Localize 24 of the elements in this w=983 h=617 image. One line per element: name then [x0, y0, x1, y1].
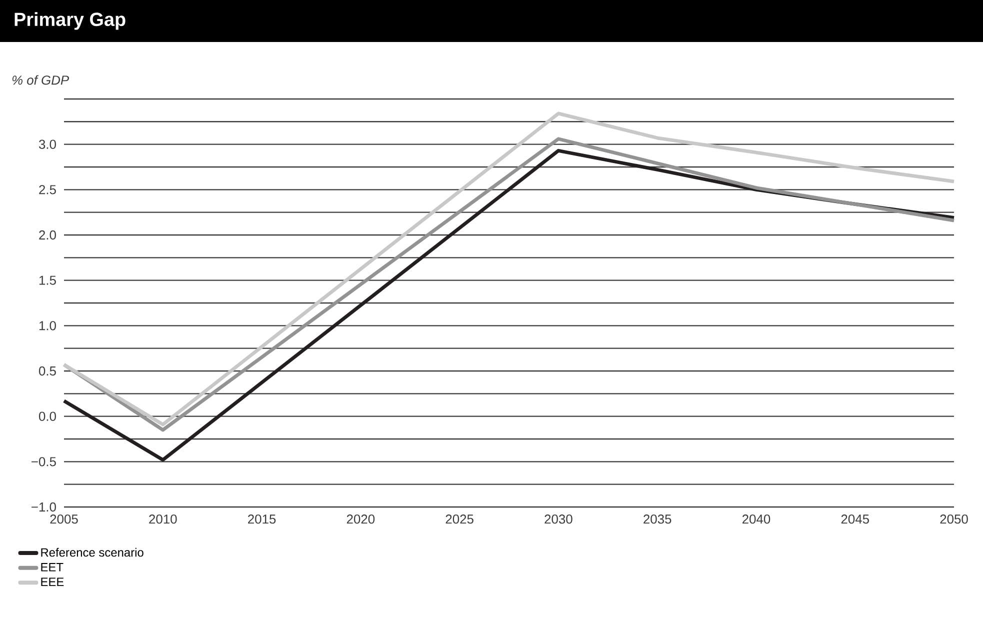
y-tick-label: 2.5: [39, 185, 56, 194]
x-tick-label: 2040: [742, 514, 770, 524]
x-tick-label: 2015: [248, 514, 276, 524]
x-tick-label: 2010: [149, 514, 177, 524]
y-tick-label: −1.0: [32, 502, 56, 512]
legend-label: Reference scenario: [41, 548, 144, 557]
legend-label: EET: [41, 563, 64, 572]
x-tick-label: 2020: [346, 514, 375, 524]
x-tick-label: 2025: [446, 514, 474, 524]
y-tick-label: 1.5: [39, 276, 56, 285]
y-tick-label: 0.5: [38, 366, 56, 376]
y-tick-label: 2.0: [39, 230, 56, 240]
y-tick-label: 0.0: [38, 412, 56, 421]
legend-label: EEE: [41, 578, 64, 586]
y-tick-label: 1.0: [39, 321, 56, 330]
x-tick-label: 2050: [940, 514, 968, 524]
y-tick-label: −0.5: [32, 457, 56, 466]
x-tick-label: 2030: [544, 514, 572, 524]
x-tick-label: 2045: [841, 514, 869, 524]
chart-title: Primary Gap: [14, 12, 126, 30]
x-tick-label: 2005: [50, 514, 78, 524]
y-tick-label: 3.0: [38, 140, 56, 149]
y-axis-title: % of GDP: [12, 75, 70, 85]
x-tick-label: 2035: [644, 514, 672, 524]
